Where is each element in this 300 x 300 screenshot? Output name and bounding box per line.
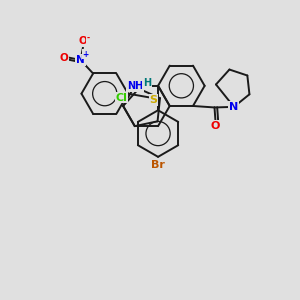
- Text: H: H: [143, 78, 152, 88]
- Text: S: S: [149, 94, 158, 105]
- Text: N: N: [76, 55, 85, 65]
- Text: N: N: [229, 102, 239, 112]
- Text: Br: Br: [151, 160, 165, 170]
- Text: -: -: [87, 33, 90, 42]
- Text: Cl: Cl: [116, 93, 127, 103]
- Text: +: +: [82, 50, 89, 58]
- Text: O: O: [59, 53, 68, 63]
- Text: O: O: [211, 121, 220, 131]
- Text: NH: NH: [127, 81, 143, 91]
- Text: O: O: [79, 36, 87, 46]
